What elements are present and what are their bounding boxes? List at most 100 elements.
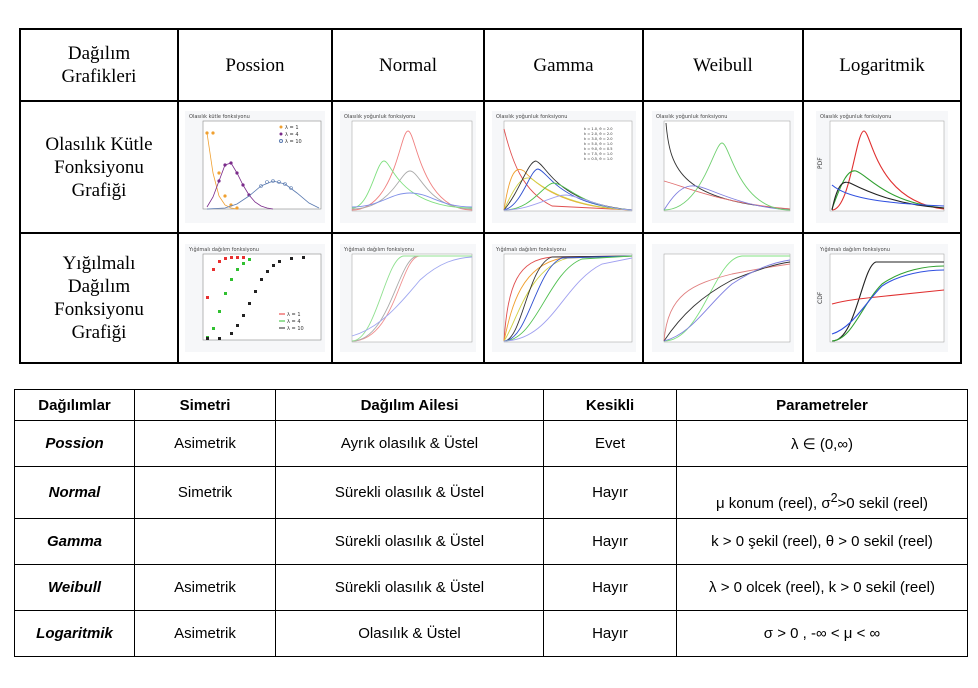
gamma-cdf-k3 xyxy=(503,255,632,342)
weibull-cdf-k1 xyxy=(663,261,791,342)
row-label-pmf-line-1: Olasılık Kütle xyxy=(45,133,153,155)
legend-label: λ = 1 xyxy=(287,312,301,318)
dist-name: Gamma xyxy=(14,518,135,565)
plot-frame xyxy=(503,253,632,343)
legend-label: k = 9.0, θ = 0.5 xyxy=(584,147,613,151)
poisson-cdf-legend: λ = 1 λ = 4 λ = 10 xyxy=(279,312,304,332)
col-header-poisson: Possion xyxy=(177,28,333,102)
dist-symmetry xyxy=(134,518,276,565)
corner-header: Dağılım Grafikleri xyxy=(19,28,179,102)
weibull-cdf-k15 xyxy=(663,259,791,342)
cell-poisson-pmf: Olasılık kütle fonksiyonu λ = 1 λ = 4 λ … xyxy=(177,100,333,234)
header-distributions: Dağılımlar xyxy=(14,389,135,421)
weibull-pdf-k15 xyxy=(663,185,791,211)
legend-label: λ = 4 xyxy=(285,132,299,138)
normal-pdf-plot: Olasılık yoğunluk fonksiyonu xyxy=(340,111,476,223)
corner-line-2: Grafikleri xyxy=(61,66,137,87)
gamma-pdf-plot: Olasılık yoğunluk fonksiyonu k = 1.0, θ … xyxy=(491,111,636,223)
dist-discrete: Evet xyxy=(543,420,677,467)
normal-pdf-red xyxy=(351,130,473,211)
legend-label: k = 7.5, θ = 1.0 xyxy=(584,152,613,156)
row-label-pmf-line-2: Fonksiyonu xyxy=(54,156,144,178)
plot-frame xyxy=(351,120,473,212)
table-row: Weibull Asimetrik Sürekli olasılık & Üst… xyxy=(14,564,968,611)
gamma-pdf-k05 xyxy=(503,194,632,211)
col-header-normal: Normal xyxy=(331,28,485,102)
plot-frame xyxy=(829,253,945,343)
normal-pdf-green xyxy=(351,160,473,209)
poisson-pmf-legend: λ = 1 λ = 4 λ = 10 xyxy=(279,125,302,145)
lognormal-cdf-ylabel: CDF xyxy=(817,291,824,304)
dist-params: λ ∈ (0,∞) xyxy=(676,420,968,467)
dist-discrete: Hayır xyxy=(543,518,677,565)
row-label-cdf-line-2: Dağılım xyxy=(67,276,131,297)
normal-cdf-green xyxy=(351,255,472,342)
normal-cdf-red xyxy=(351,255,472,342)
poisson-cdf-points-1 xyxy=(206,256,245,299)
param-superscript: 2 xyxy=(830,491,838,505)
gamma-pdf-k1 xyxy=(503,128,632,211)
weibull-cdf-k5 xyxy=(663,255,790,342)
dist-family: Sürekli olasılık & Üstel xyxy=(275,466,544,519)
table-row: Normal Simetrik Sürekli olasılık & Üstel… xyxy=(14,466,968,519)
poisson-cdf-points-10 xyxy=(206,256,305,340)
lognormal-cdf-plot: Yığılmalı dağılım fonksiyonu CDF xyxy=(816,244,948,352)
row-label-pmf: Olasılık Kütle Fonksiyonu Grafiği xyxy=(19,100,179,234)
dist-family: Ayrık olasılık & Üstel xyxy=(275,420,544,467)
gamma-cdf-plot: Yığılmalı dağılım fonksiyonu xyxy=(491,244,636,352)
dist-symmetry: Asimetrik xyxy=(134,564,276,611)
poisson-cdf-plot: Yığılmalı dağılım fonksiyonu λ = 1 λ = 4… xyxy=(185,244,325,352)
dist-family: Olasılık & Üstel xyxy=(275,610,544,657)
normal-cdf-blue xyxy=(351,256,473,337)
gamma-cdf-k2 xyxy=(503,255,632,342)
dist-params: k > 0 şekil (reel), θ > 0 sekil (reel) xyxy=(676,518,968,565)
normal-pdf-gray xyxy=(351,170,473,210)
row-label-cdf-line-3: Fonksiyonu xyxy=(54,299,144,320)
cell-normal-pdf: Olasılık yoğunluk fonksiyonu xyxy=(331,100,485,234)
row-label-cdf: Yığılmalı Dağılım Fonksiyonu Grafiği xyxy=(19,232,179,364)
dist-name: Logaritmik xyxy=(14,610,135,657)
header-parameters: Parametreler xyxy=(676,389,968,421)
gamma-cdf-title: Yığılmalı dağılım fonksiyonu xyxy=(495,246,566,253)
poisson-pmf-plot: Olasılık kütle fonksiyonu λ = 1 λ = 4 λ … xyxy=(185,111,325,223)
legend-label: k = 2.0, θ = 2.0 xyxy=(584,132,613,136)
poisson-pmf-series-4 xyxy=(206,162,274,210)
weibull-pdf-k1 xyxy=(663,180,791,210)
lognormal-pdf-red xyxy=(831,130,945,211)
plot-frame xyxy=(351,253,473,343)
row-label-pmf-line-3: Grafiği xyxy=(71,179,127,201)
dist-family: Sürekli olasılık & Üstel xyxy=(275,518,544,565)
legend-label: λ = 4 xyxy=(287,319,301,325)
cell-lognormal-cdf: Yığılmalı dağılım fonksiyonu CDF xyxy=(802,232,962,364)
cell-weibull-pdf: Olasılık yoğunluk fonksiyonu xyxy=(642,100,804,234)
header-family: Dağılım Ailesi xyxy=(275,389,544,421)
dist-symmetry: Asimetrik xyxy=(134,420,276,467)
lognormal-cdf-blue xyxy=(831,269,945,335)
dist-params: σ > 0 , -∞ < μ < ∞ xyxy=(676,610,968,657)
normal-pdf-title: Olasılık yoğunluk fonksiyonu xyxy=(344,113,415,120)
lognormal-cdf-black xyxy=(831,261,944,342)
plot-frame xyxy=(663,120,791,212)
normal-cdf-title: Yığılmalı dağılım fonksiyonu xyxy=(343,246,414,253)
lognormal-pdf-plot: Olasılık yoğunluk fonksiyonu PDF xyxy=(816,111,948,223)
lognormal-cdf-green xyxy=(831,265,945,342)
param-text: μ konum (reel), σ xyxy=(715,495,831,512)
gamma-cdf-k5 xyxy=(503,255,632,342)
row-label-cdf-line-4: Grafiği xyxy=(71,322,127,343)
legend-label: k = 0.5, θ = 1.0 xyxy=(584,157,613,161)
normal-cdf-plot: Yığılmalı dağılım fonksiyonu xyxy=(340,244,476,352)
gamma-cdf-k9 xyxy=(503,255,632,342)
dist-family: Sürekli olasılık & Üstel xyxy=(275,564,544,611)
lognormal-cdf-red xyxy=(831,289,945,305)
legend-label: k = 5.0, θ = 1.0 xyxy=(584,142,613,146)
gamma-pdf-legend: k = 1.0, θ = 2.0 k = 2.0, θ = 2.0 k = 3.… xyxy=(584,127,613,161)
header-symmetry: Simetri xyxy=(134,389,276,421)
dist-discrete: Hayır xyxy=(543,610,677,657)
col-header-gamma: Gamma xyxy=(483,28,644,102)
legend-label: λ = 10 xyxy=(285,139,302,145)
plot-frame xyxy=(829,120,945,212)
cell-weibull-cdf xyxy=(642,232,804,364)
plot-frame xyxy=(503,120,632,212)
lognormal-pdf-blue xyxy=(831,184,945,207)
legend-label: λ = 1 xyxy=(285,125,299,131)
